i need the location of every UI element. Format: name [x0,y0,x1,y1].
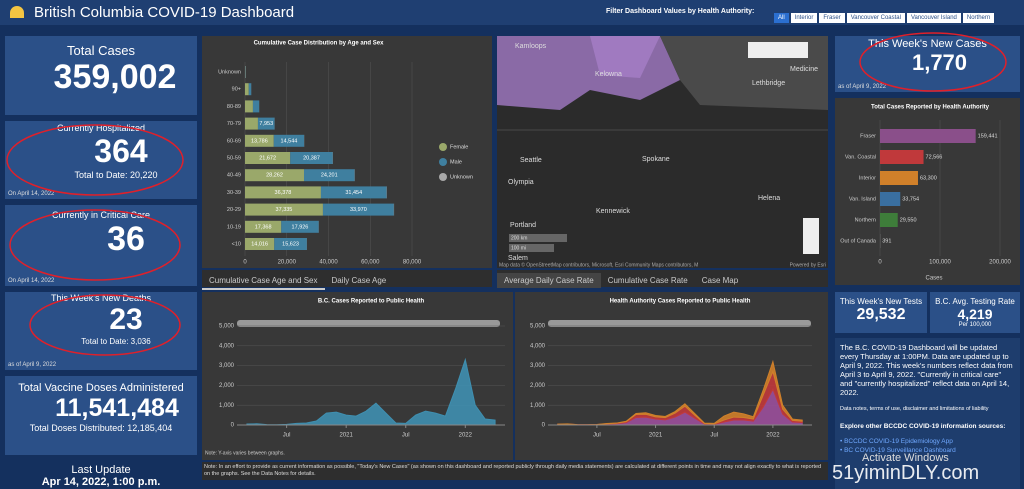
card: Currently Hospitalized 364 Total to Date… [5,121,197,199]
tab[interactable]: Case Map [701,276,739,285]
rate-card: B.C. Avg. Testing Rate 4,219 Per 100,000 [930,292,1020,333]
tests-card: This Week's New Tests 29,532 [835,292,927,333]
card-title: This Week's New Tests [839,297,923,306]
card: Currently in Critical Care 36 On April 1… [5,205,197,286]
info-explore: Explore other BCCDC COVID-19 information… [840,423,1006,430]
card-title: Currently Hospitalized [56,123,146,133]
header: British Columbia COVID-19 Dashboard Filt… [0,0,1024,25]
card-title: This Week's New Cases [868,38,987,50]
card-title: Currently in Critical Care [51,210,151,220]
tab[interactable]: Cumulative Case Rate [607,276,688,285]
tab[interactable]: Daily Case Age [331,276,387,285]
card-sub: Total Doses Distributed: 12,185,404 [29,423,173,433]
info-link[interactable]: • BCCDC COVID-19 Epidemiology App [840,438,953,445]
age-panel [202,36,492,268]
card-value: 364 [94,133,148,169]
new-cases-card: This Week's New Cases 1,770 as of April … [835,36,1020,92]
link-text[interactable]: BC COVID-19 Surveillance Dashboard [844,447,956,454]
ha-time-panel [515,292,828,460]
card-sub: Per 100,000 [958,322,992,328]
map-tabs: Average Daily Case Rate Cumulative Case R… [497,270,828,288]
filter-button[interactable]: Northern [962,13,995,23]
ha-panel [835,98,1020,285]
filter-button[interactable]: Vancouver Coastal [846,13,905,23]
tab[interactable]: Cumulative Case Age and Sex [202,273,325,290]
footnote: Note: In an effort to provide as current… [202,462,828,480]
watermark: 51yiminDLY.com [832,462,980,484]
card-value: 11,541,484 [55,394,179,422]
age-tabs: Cumulative Case Age and Sex Daily Case Ag… [202,270,492,290]
map-panel [497,36,828,268]
card: Total Vaccine Doses Administered 11,541,… [5,376,197,455]
card-sub: Total to Date: 3,036 [81,337,151,346]
card-date: On April 14, 2022 [8,191,55,197]
card-sub: Total to Date: 20,220 [74,170,158,180]
logo [10,6,24,18]
card-value: 4,219 [957,306,993,322]
card-value: 359,002 [53,58,177,96]
filter-button[interactable]: Fraser [819,13,845,23]
card-date: as of April 9, 2022 [8,362,57,368]
watermark: Activate Windows [862,452,949,464]
card-title: Total Cases [67,43,135,58]
last-update: Last Update Apr 14, 2022, 1:00 p.m. [5,464,197,488]
card-title: B.C. Avg. Testing Rate [935,297,1015,306]
filter-button[interactable]: Vancouver Island [906,13,961,23]
filter-label: Filter Dashboard Values by Health Author… [606,8,755,15]
link-text[interactable]: BCCDC COVID-19 Epidemiology App [844,438,953,445]
card-value: 36 [107,220,145,258]
last-update-label: Last Update [71,464,131,476]
bc-panel [202,292,513,460]
card-date: On April 14, 2022 [8,278,55,284]
info-text: The B.C. COVID-19 Dashboard will be upda… [840,343,1013,397]
filter-button[interactable]: All [774,13,789,23]
card: This Week's New Deaths 23 Total to Date:… [5,292,197,370]
card-value: 1,770 [911,50,968,75]
card-date: as of April 9, 2022 [838,84,887,90]
card-value: 23 [109,303,143,336]
card-title: This Week's New Deaths [50,293,152,303]
card-value: 29,532 [856,306,906,323]
title: British Columbia COVID-19 Dashboard [34,4,295,21]
card-title: Total Vaccine Doses Administered [18,382,184,394]
last-update-value: Apr 14, 2022, 1:00 p.m. [41,476,161,488]
info-link[interactable]: • BC COVID-19 Surveillance Dashboard [840,447,956,454]
filter-button[interactable]: Interior [790,13,818,23]
info: The B.C. COVID-19 Dashboard will be upda… [835,338,1020,489]
tab[interactable]: Average Daily Case Rate [497,273,601,288]
card: Total Cases 359,002 [5,36,197,115]
info-notes[interactable]: Data notes, terms of use, disclaimer and… [840,406,989,412]
filters: All Interior Fraser Vancouver Coastal Vancou… [772,6,995,24]
